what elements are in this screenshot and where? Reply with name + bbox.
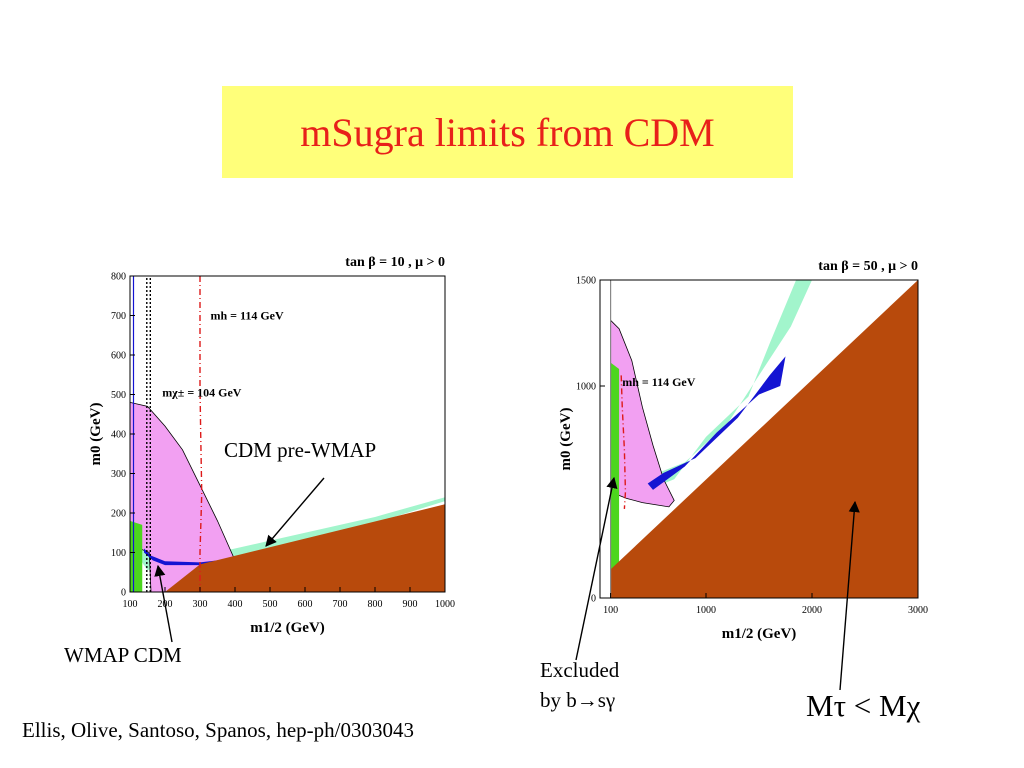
chart-title: tan β = 10 , μ > 0 — [345, 255, 445, 270]
x-axis-label: m1/2 (GeV) — [250, 620, 325, 636]
slide-title: mSugra limits from CDM — [300, 109, 715, 155]
label-higgs-mass: mh = 114 GeV — [211, 308, 285, 322]
y-tick-label: 300 — [111, 469, 126, 480]
region-wmap-cdm — [647, 356, 786, 490]
line-higgs-114 — [199, 276, 203, 592]
x-tick-label: 400 — [228, 599, 243, 610]
x-tick-label: 1000 — [435, 599, 455, 610]
y-tick-label: 1500 — [576, 276, 596, 287]
label-mtau-mchi: Mτ < Mχ — [806, 688, 921, 723]
x-tick-label: 900 — [403, 599, 418, 610]
label-wmap-cdm: WMAP CDM — [64, 643, 182, 667]
x-tick-label: 500 — [263, 599, 278, 610]
y-tick-label: 600 — [111, 351, 126, 362]
chart-title: tan β = 50 , μ > 0 — [818, 259, 918, 274]
label-cdm-pre-wmap: CDM pre-WMAP — [224, 438, 377, 462]
region-stau-excluded — [165, 504, 445, 592]
plot-frame — [599, 279, 919, 599]
x-tick-label: 3000 — [908, 605, 928, 616]
y-tick-label: 1000 — [576, 382, 596, 393]
y-tick-label: 0 — [591, 594, 596, 605]
x-tick-label: 200 — [158, 599, 173, 610]
chart-tanbeta-10: 100 200 300 400 500 600 700 800 900 1000010020030… — [88, 255, 455, 636]
x-tick-label: 800 — [368, 599, 383, 610]
y-tick-label: 500 — [111, 390, 126, 401]
y-axis-label: m0 (GeV) — [558, 408, 574, 471]
label-excluded-line1: Excluded — [540, 658, 620, 682]
y-tick-label: 100 — [111, 548, 126, 559]
region-cdm-pre-wmap — [644, 280, 812, 492]
reference-citation: Ellis, Olive, Santoso, Spanos, hep-ph/03… — [22, 718, 414, 742]
x-tick-label: 100 — [123, 599, 138, 610]
x-tick-label: 2000 — [802, 605, 822, 616]
x-tick-label: 300 — [193, 599, 208, 610]
y-tick-label: 400 — [111, 430, 126, 441]
x-tick-label: 1000 — [696, 605, 716, 616]
y-axis-label: m0 (GeV) — [88, 403, 104, 466]
x-axis-label: m1/2 (GeV) — [722, 626, 797, 642]
y-tick-label: 0 — [121, 588, 126, 599]
line-higgs-114 — [620, 375, 627, 510]
y-tick-label: 700 — [111, 311, 126, 322]
label-chargino-mass: mχ± = 104 GeV — [162, 385, 242, 399]
region-g-minus-2 — [610, 319, 675, 508]
x-tick-label: 100 — [603, 605, 618, 616]
x-tick-label: 700 — [333, 599, 348, 610]
chart-tanbeta-50: 100 1000 2000 3000 0 1000 1500 tan β = 50 , μ >… — [558, 259, 928, 642]
title-banner: mSugra limits from CDM — [222, 86, 793, 178]
label-higgs-mass: mh = 114 GeV — [622, 375, 696, 389]
y-tick-label: 800 — [111, 272, 126, 283]
y-tick-label: 200 — [111, 509, 126, 520]
label-excluded-line2: by b→sγ — [540, 688, 616, 712]
x-tick-label: 600 — [298, 599, 313, 610]
region-bsgamma — [130, 520, 143, 592]
